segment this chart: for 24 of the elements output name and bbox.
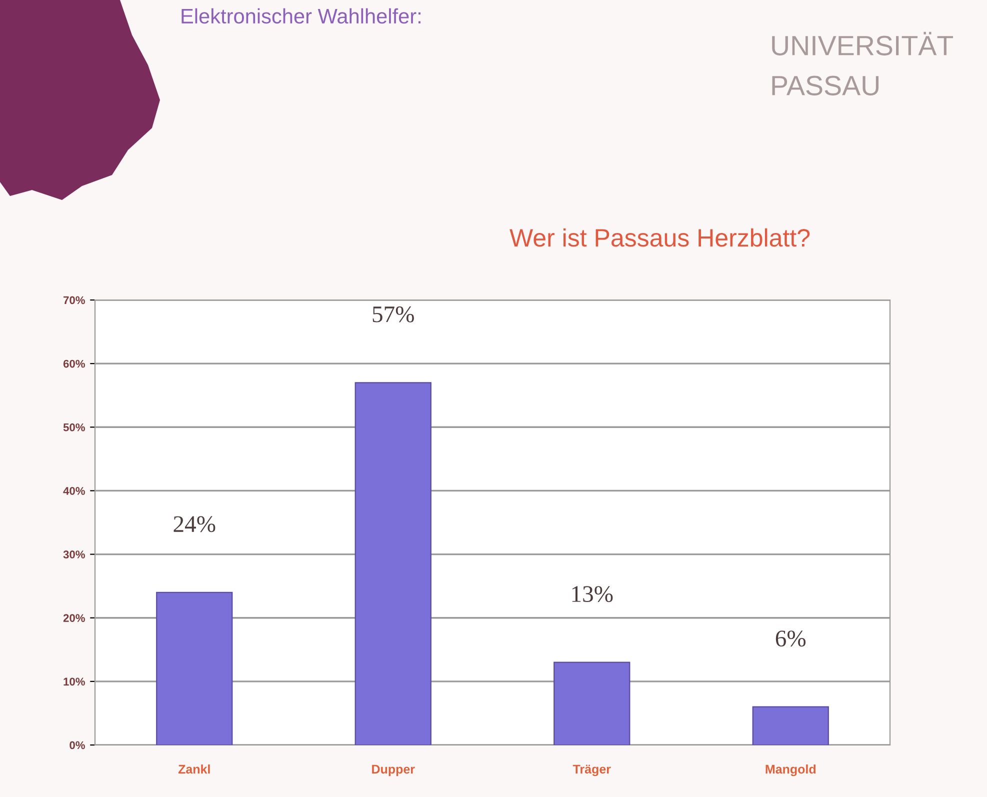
bar xyxy=(752,706,829,745)
y-tick-label: 0% xyxy=(70,741,85,750)
x-tick-label: Dupper xyxy=(372,764,415,776)
y-tick-label: 20% xyxy=(63,614,85,622)
text: UNIVERSITÄT xyxy=(772,32,954,56)
x-tick-label: Zankl xyxy=(178,764,210,774)
y-tick-label: 40% xyxy=(63,486,85,495)
data-label: 13% xyxy=(572,586,613,602)
y-tick-label: 30% xyxy=(63,550,85,558)
y-tick-label: 60% xyxy=(63,360,85,368)
x-tick-label: Träger xyxy=(572,764,611,776)
y-tick-label: 10% xyxy=(64,678,85,686)
y-tick-label: 50% xyxy=(63,423,85,432)
chart-title: Wer ist Passaus Herzblatt? xyxy=(510,228,810,247)
data-label: 24% xyxy=(174,516,216,532)
bar xyxy=(354,382,432,745)
bar xyxy=(156,592,233,745)
data-label: 6% xyxy=(776,630,806,647)
text: PASSAU xyxy=(772,76,879,96)
y-tick-label: 70% xyxy=(64,296,85,304)
text: Elektronischer Wahlhelfer: xyxy=(182,8,420,24)
data-label: 57% xyxy=(372,306,414,322)
x-tick-label: Mangold xyxy=(766,764,816,776)
bar xyxy=(554,662,630,745)
